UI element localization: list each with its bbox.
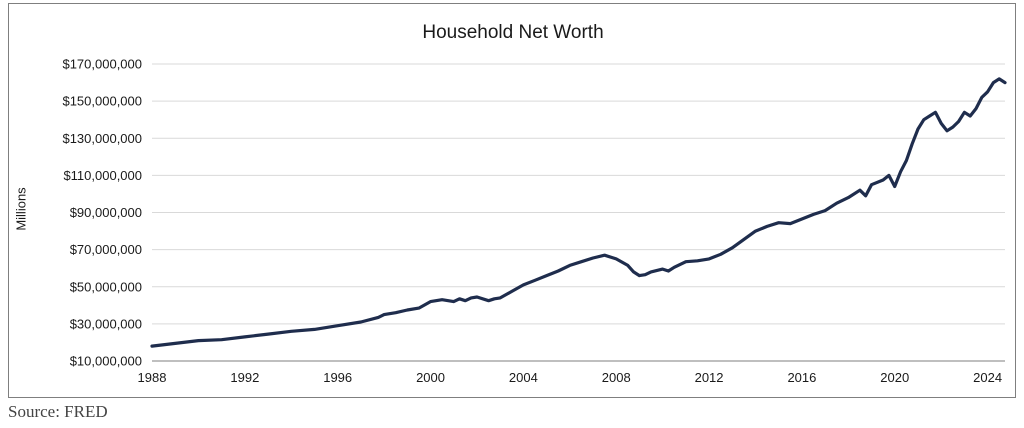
chart-frame: Household Net Worth $10,000,000 $30,000,0… bbox=[8, 3, 1016, 398]
y-tick-label: $90,000,000 bbox=[70, 205, 142, 220]
x-tick-labels: 1988 1992 1996 2000 2004 2008 2012 2016 2020 2024 bbox=[138, 370, 1003, 385]
x-tick-label: 2004 bbox=[509, 370, 538, 385]
x-tick-label: 2000 bbox=[416, 370, 445, 385]
x-tick-label: 1988 bbox=[138, 370, 167, 385]
y-tick-label: $30,000,000 bbox=[70, 316, 142, 331]
y-tick-labels: $10,000,000 $30,000,000 $50,000,000 $70,000… bbox=[62, 57, 142, 369]
y-tick-label: $50,000,000 bbox=[70, 279, 142, 294]
y-tick-label: $10,000,000 bbox=[70, 354, 142, 369]
x-tick-label: 2020 bbox=[880, 370, 909, 385]
series-layer bbox=[150, 77, 1007, 348]
x-tick-label: 2024 bbox=[973, 370, 1002, 385]
series-line bbox=[150, 77, 1007, 348]
y-axis-label: Millions bbox=[13, 187, 29, 231]
x-tick-label: 2012 bbox=[695, 370, 724, 385]
y-tick-label: $130,000,000 bbox=[62, 131, 142, 146]
x-tick-label: 1992 bbox=[230, 370, 259, 385]
chart-plot: $10,000,000 $30,000,000 $50,000,000 $70,000… bbox=[62, 57, 1007, 385]
y-tick-label: $110,000,000 bbox=[63, 168, 142, 183]
y-tick-label: $70,000,000 bbox=[70, 242, 142, 257]
y-tick-label: $170,000,000 bbox=[62, 57, 142, 72]
x-tick-label: 2016 bbox=[787, 370, 816, 385]
gridlines bbox=[152, 63, 1005, 325]
x-tick-label: 1996 bbox=[323, 370, 352, 385]
chart-title: Household Net Worth bbox=[422, 22, 604, 43]
source-note: Source: FRED bbox=[8, 402, 108, 421]
y-tick-label: $150,000,000 bbox=[62, 94, 142, 109]
x-tick-label: 2008 bbox=[602, 370, 631, 385]
